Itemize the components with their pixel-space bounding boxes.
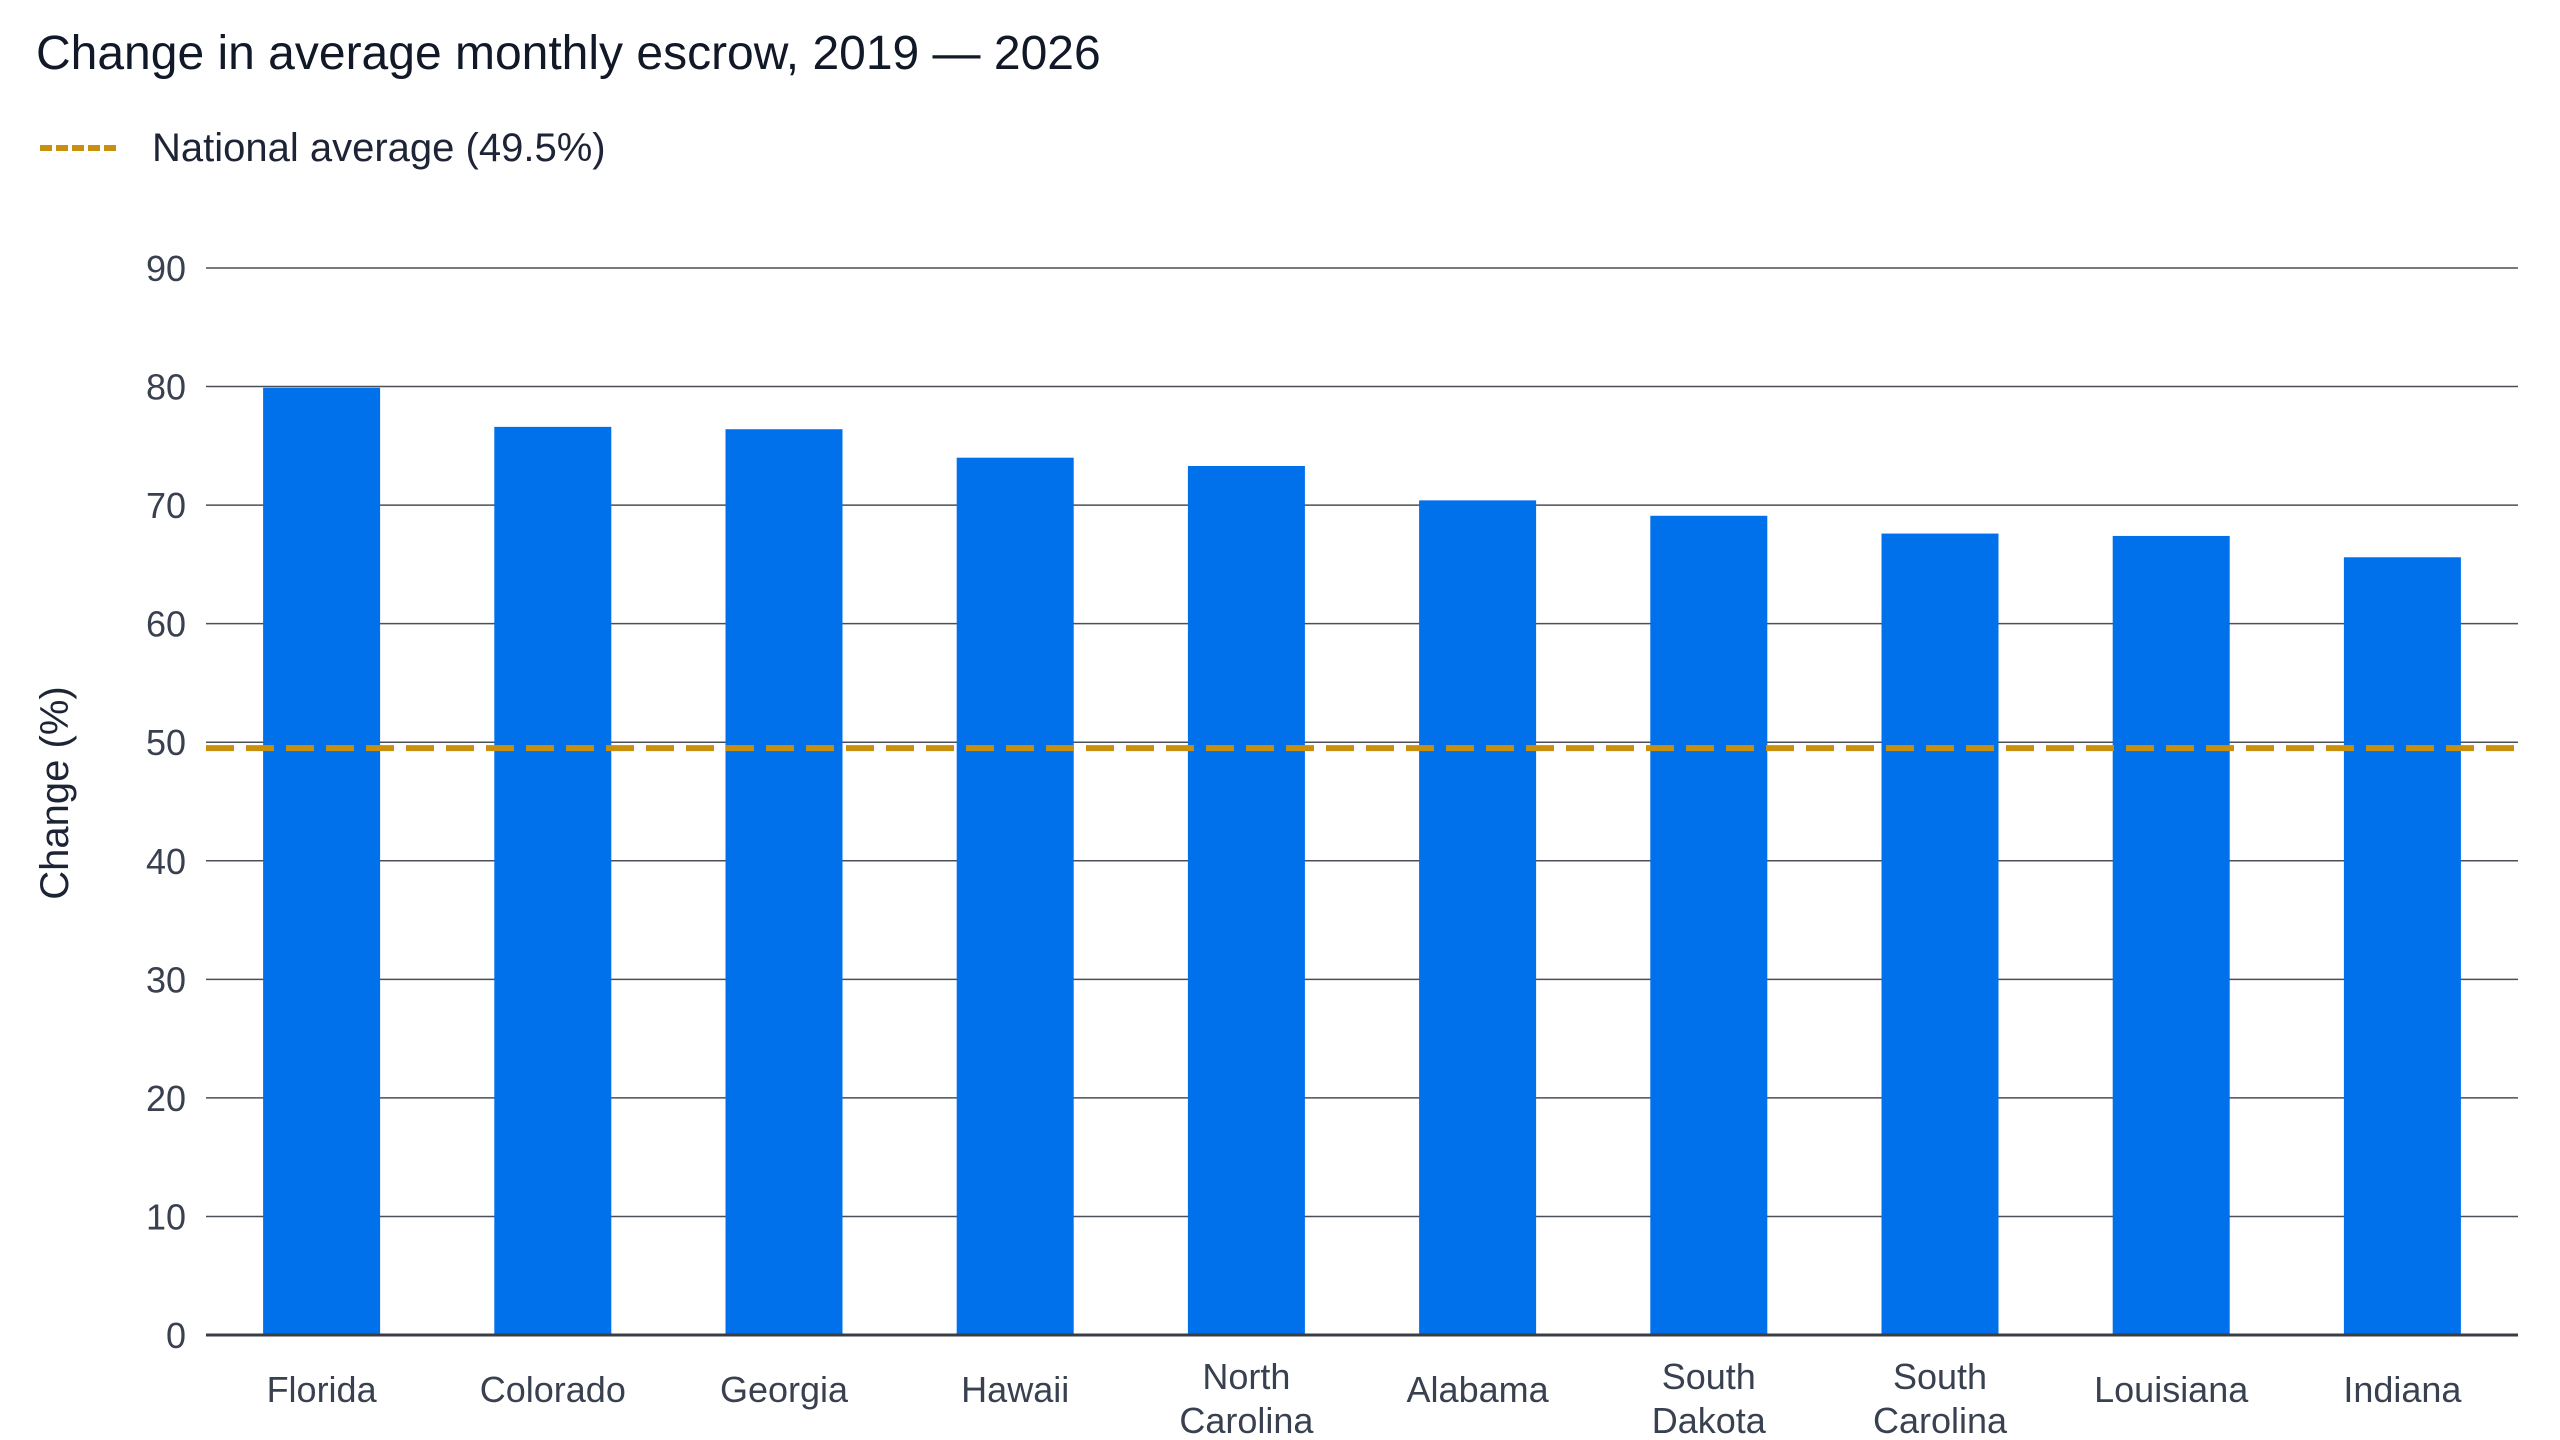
x-tick-label-indiana: Indiana	[2343, 1369, 2462, 1410]
x-tick-label-colorado: Colorado	[480, 1369, 626, 1410]
bar-louisiana	[2112, 535, 2230, 1335]
x-tick-label-georgia: Georgia	[720, 1369, 849, 1410]
bar-florida	[263, 387, 381, 1336]
y-tick-label-30: 30	[146, 959, 186, 1000]
x-tick-label-south-dakota: South Dakota	[1652, 1356, 1767, 1440]
bar-alabama	[1419, 500, 1537, 1335]
x-tick-label-alabama: Alabama	[1407, 1369, 1550, 1410]
bar-georgia	[725, 429, 843, 1335]
y-tick-label-50: 50	[146, 722, 186, 763]
x-tick-label-louisiana: Louisiana	[2094, 1369, 2249, 1410]
bar-north-carolina	[1187, 465, 1305, 1335]
legend-dashed-line-swatch	[40, 145, 116, 151]
y-axis: 0 10 20 30 40 50 60 70 80 90	[146, 248, 186, 1356]
y-tick-label-20: 20	[146, 1078, 186, 1119]
bar-indiana	[2343, 557, 2461, 1335]
x-tick-label-florida: Florida	[267, 1369, 378, 1410]
y-tick-label-40: 40	[146, 841, 186, 882]
y-tick-label-90: 90	[146, 248, 186, 289]
x-axis: Florida Colorado Georgia Hawaii North Carolin…	[206, 1333, 2518, 1440]
bar-south-carolina	[1881, 533, 1999, 1335]
y-axis-label: Change (%)	[33, 686, 77, 899]
x-tick-label-north-carolina: North Carolina	[1179, 1356, 1314, 1440]
chart-title: Change in average monthly escrow, 2019 —…	[36, 27, 1101, 80]
bar-south-dakota	[1650, 515, 1768, 1335]
bar-hawaii	[956, 457, 1074, 1335]
bar-colorado	[494, 426, 612, 1335]
y-tick-label-80: 80	[146, 367, 186, 408]
y-tick-label-60: 60	[146, 604, 186, 645]
y-tick-label-10: 10	[146, 1196, 186, 1237]
x-tick-label-hawaii: Hawaii	[961, 1369, 1069, 1410]
legend-label-national-average: National average (49.5%)	[152, 125, 606, 170]
y-tick-label-70: 70	[146, 485, 186, 526]
legend: National average (49.5%)	[40, 120, 606, 176]
x-tick-label-south-carolina: South Carolina	[1873, 1356, 2008, 1440]
bars	[263, 387, 2461, 1336]
y-tick-label-0: 0	[166, 1315, 186, 1356]
